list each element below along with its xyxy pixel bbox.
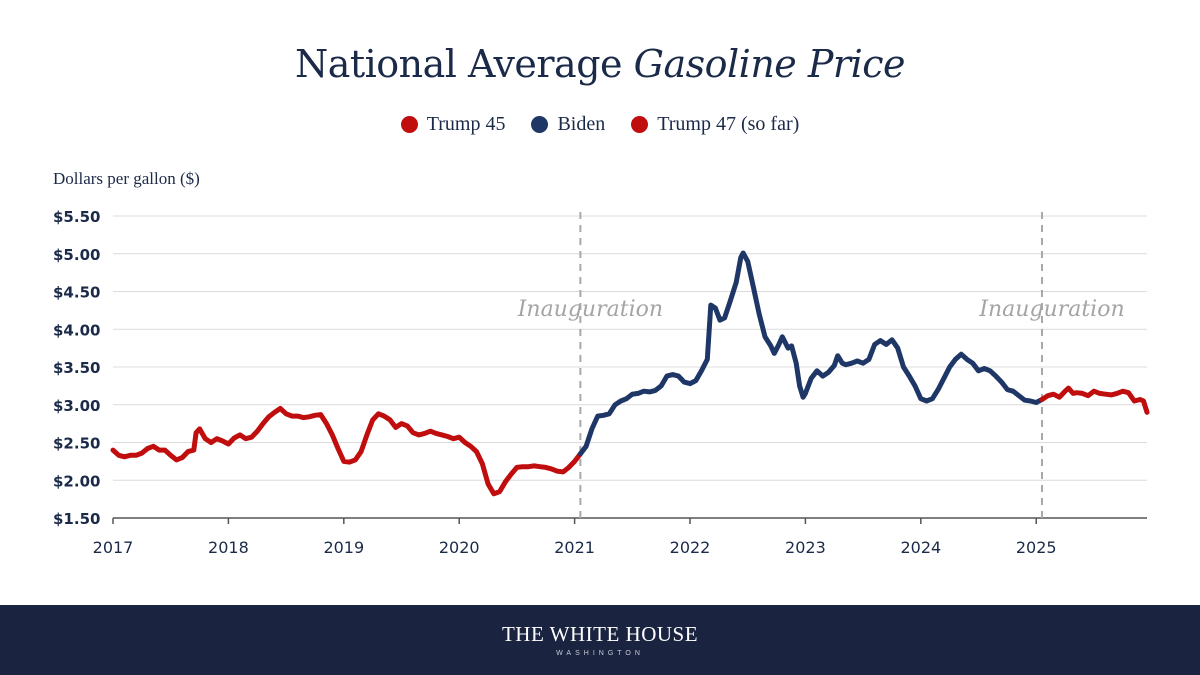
x-tick-label: 2024 <box>900 538 941 557</box>
chart-legend: Trump 45 Biden Trump 47 (so far) <box>0 113 1200 136</box>
chart-title: National Average Gasoline Price <box>0 42 1200 86</box>
x-tick-label: 2022 <box>670 538 711 557</box>
x-tick-label: 2020 <box>439 538 480 557</box>
series-line-biden <box>577 250 1045 457</box>
footer-logo-name: THE WHITE HOUSE <box>501 622 699 646</box>
legend-item-trump45: Trump 45 <box>400 113 506 136</box>
inauguration-annotation: Inauguration <box>517 297 663 322</box>
y-tick-label: $3.50 <box>53 359 100 377</box>
series-line-trump45 <box>110 406 583 497</box>
legend-label-trump47: Trump 47 (so far) <box>657 113 800 135</box>
y-axis-label: Dollars per gallon ($) <box>53 169 200 188</box>
x-tick-label: 2018 <box>208 538 249 557</box>
x-tick-label: 2023 <box>785 538 826 557</box>
y-tick-label: $2.00 <box>53 472 100 490</box>
x-tick-label: 2019 <box>323 538 364 557</box>
legend-dot-trump45 <box>400 116 418 133</box>
footer-logo-subtitle: WASHINGTON <box>556 650 644 657</box>
y-tick-label: $5.00 <box>53 246 100 264</box>
chart-title-main: National Average <box>294 42 623 86</box>
x-tick-label: 2021 <box>554 538 595 557</box>
legend-label-biden: Biden <box>557 113 606 135</box>
y-tick-label: $4.00 <box>53 321 100 339</box>
inauguration-annotation: Inauguration <box>978 297 1124 322</box>
series-line-trump47 <box>1039 385 1150 415</box>
footer-bar: THE WHITE HOUSE WASHINGTON <box>0 605 1200 675</box>
y-tick-label: $4.50 <box>53 284 100 302</box>
y-tick-label: $1.50 <box>53 510 100 528</box>
legend-item-trump47: Trump 47 (so far) <box>631 113 799 136</box>
x-tick-label: 2017 <box>93 538 134 557</box>
y-tick-label: $2.50 <box>53 435 100 453</box>
y-tick-label: $3.00 <box>53 397 100 415</box>
chart-title-italic: Gasoline Price <box>633 42 906 86</box>
gas-price-chart: Dollars per gallon ($) $1.50 $2.00 $2.50 $3.… <box>53 169 1150 557</box>
y-tick-label: $5.50 <box>53 208 100 226</box>
legend-label-trump45: Trump 45 <box>426 113 506 135</box>
legend-item-biden: Biden <box>531 113 605 136</box>
x-tick-label: 2025 <box>1016 538 1057 557</box>
legend-dot-trump47 <box>631 116 649 133</box>
legend-dot-biden <box>531 116 549 133</box>
